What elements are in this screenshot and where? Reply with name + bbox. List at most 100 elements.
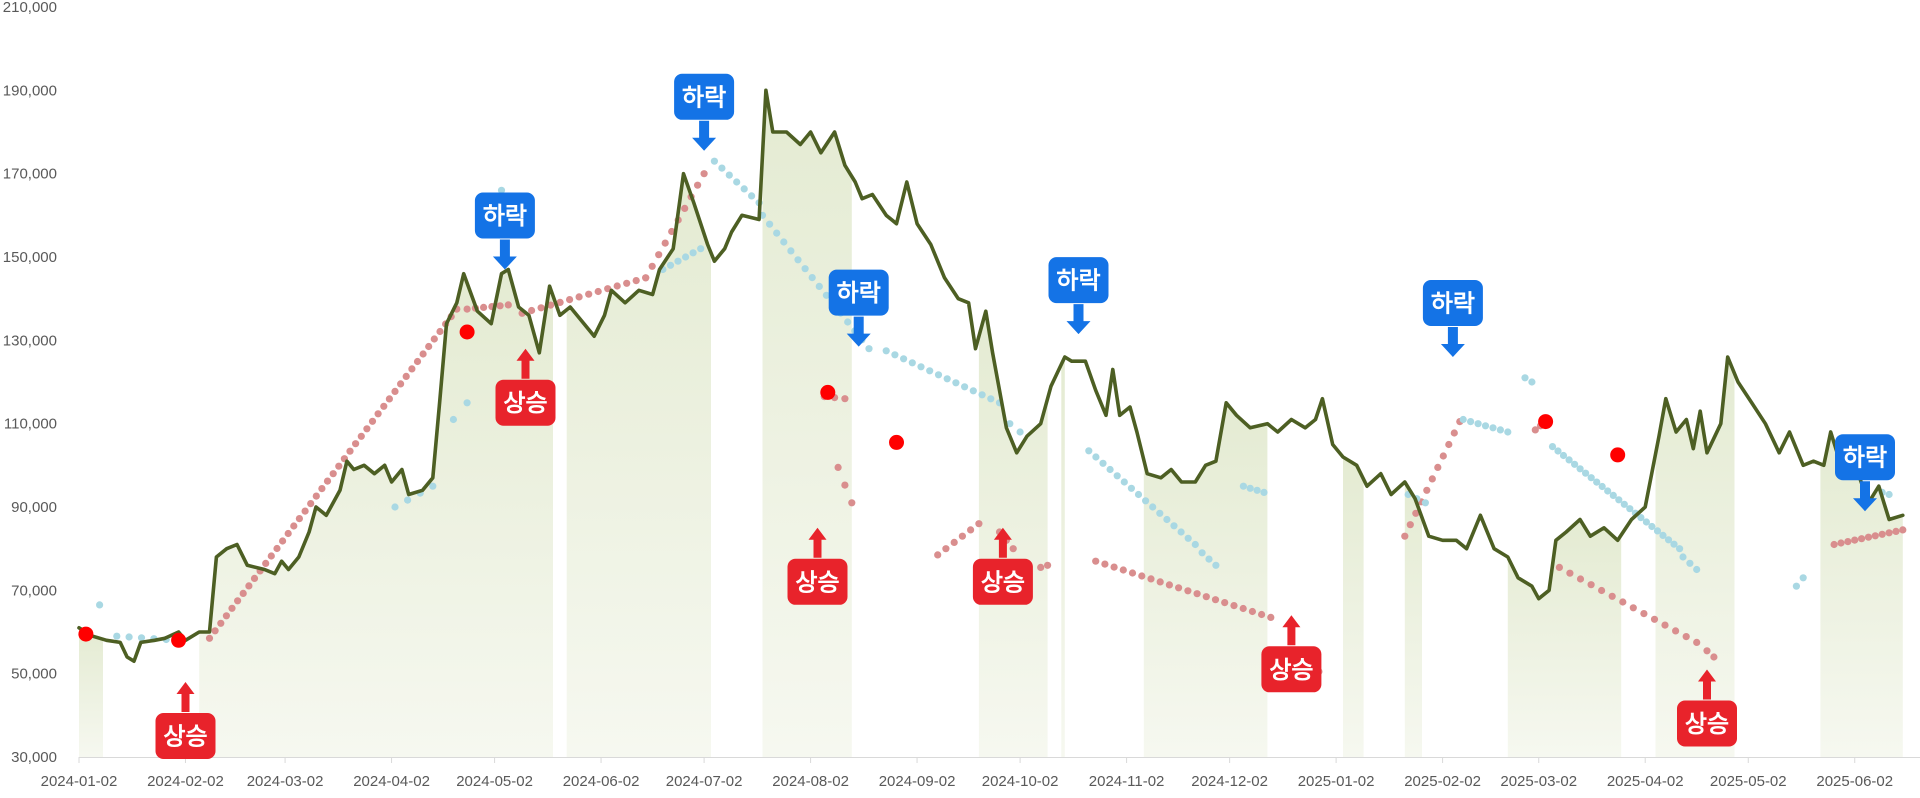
trail-dot-down (987, 395, 995, 403)
trail-dot-up (1258, 610, 1266, 619)
y-tick-label: 110,000 (4, 416, 57, 433)
trail-dot-down (429, 482, 437, 490)
trail-dot-up (1619, 598, 1627, 606)
trail-dot-down (952, 379, 960, 387)
trail-dot-up (228, 604, 236, 612)
trail-dot-up (934, 551, 942, 559)
down-badge-label: 하락 (1843, 444, 1887, 472)
trail-dot-up (1851, 536, 1859, 544)
trail-dot-up (1193, 590, 1201, 598)
down-badge-label: 하락 (682, 83, 726, 111)
trail-dot-up (958, 532, 967, 540)
uptrend-area-1 (79, 627, 103, 757)
trail-dot-down (1609, 491, 1617, 499)
up-badge-label: 상승 (1685, 710, 1729, 738)
trail-dot-down (1191, 540, 1199, 549)
x-tick-label: 2024-05-02 (456, 773, 533, 790)
trail-dot-down (780, 238, 788, 246)
trail-dot-up (329, 470, 337, 478)
trail-dot-up (1439, 452, 1447, 460)
trail-dot-down (391, 503, 399, 511)
uptrend-area-5 (978, 311, 1048, 757)
trail-dot-down (1670, 540, 1678, 548)
trail-dot-up (307, 500, 315, 508)
trail-dot-up (279, 537, 287, 545)
trail-dot-down (725, 171, 733, 179)
trail-dot-down (697, 245, 705, 253)
y-tick-label: 90,000 (11, 499, 57, 516)
trail-dot-down (748, 192, 756, 200)
trail-dot-up (425, 342, 433, 351)
trail-dot-down (934, 371, 943, 379)
trail-dot-up (1211, 596, 1220, 604)
trail-dot-up (1445, 440, 1453, 449)
trail-dot-up (413, 357, 422, 366)
trail-dot-down (1481, 422, 1490, 430)
trail-dot-down (1246, 484, 1254, 492)
x-tick-label: 2024-09-02 (879, 773, 956, 790)
arrow-down-icon (492, 239, 517, 270)
y-tick-label: 130,000 (3, 332, 57, 349)
trail-dot-down (1521, 374, 1529, 382)
signal-dot (1538, 414, 1554, 430)
trail-dot-up (841, 481, 849, 489)
trail-dot-up (975, 520, 983, 528)
trail-dot-down (1006, 420, 1014, 428)
trail-dot-up (1423, 486, 1431, 494)
trail-dot-up (267, 552, 275, 560)
up-signal-annotation: 상승 (972, 527, 1033, 605)
trail-dot-down (1587, 474, 1595, 482)
trail-dot-down (844, 318, 852, 326)
arrow-down-icon (692, 120, 717, 151)
trail-dot-down (1693, 565, 1701, 574)
trail-dot-up (222, 612, 230, 620)
trail-dot-down (943, 375, 951, 383)
trail-dot-up (1128, 569, 1137, 577)
x-tick-label: 2024-12-02 (1191, 773, 1268, 790)
trail-dot-up (700, 170, 708, 178)
trail-dot-down (125, 633, 133, 641)
trail-dot-down (808, 274, 816, 282)
trail-dot-up (402, 372, 410, 380)
uptrend-area-7 (1143, 402, 1268, 757)
trail-dot-down (1156, 509, 1164, 517)
trail-dot-down (113, 632, 121, 640)
trail-dot-up (1576, 575, 1585, 583)
trail-dot-up (1672, 627, 1680, 635)
up-signal-annotation: 상승 (1677, 669, 1737, 747)
trail-dot-up (942, 545, 950, 553)
trail-dot-down (1421, 499, 1429, 507)
trail-dot-down (1598, 482, 1606, 491)
signal-dot (171, 632, 187, 648)
trail-dot-down (1653, 527, 1662, 535)
trail-dot-up (408, 365, 416, 373)
trail-dot-down (1620, 500, 1628, 508)
trail-dot-down (1085, 447, 1093, 455)
trail-dot-up (1608, 592, 1616, 600)
trail-dot-up (1401, 532, 1409, 540)
uptrend-area-10 (1507, 519, 1622, 757)
trail-dot-up (262, 559, 270, 568)
trail-dot-down (710, 157, 719, 165)
trail-dot-up (1267, 613, 1275, 622)
trailing-dots (96, 157, 1907, 734)
trail-dot-down (1163, 515, 1171, 524)
down-badge (828, 269, 889, 316)
up-badge (1677, 700, 1737, 747)
y-tick-label: 50,000 (11, 666, 57, 683)
y-axis: 30,000 50,000 70,000 90,000 110,000 130,000 15… (3, 0, 57, 766)
trail-dot-down (766, 220, 774, 228)
trail-dot-down (1637, 514, 1645, 522)
trail-dot-up (284, 529, 292, 538)
up-badge (972, 558, 1033, 605)
trail-dot-up (1844, 538, 1852, 546)
trail-dot-up (1830, 540, 1838, 549)
uptrend-area-12 (1820, 432, 1903, 757)
trail-dot-up (1682, 633, 1690, 641)
x-tick-label: 2024-02-02 (147, 773, 224, 790)
trail-dot-up (1710, 653, 1718, 661)
trail-dot-up (211, 627, 219, 635)
arrow-up-icon (993, 527, 1012, 558)
down-badge (674, 73, 735, 120)
